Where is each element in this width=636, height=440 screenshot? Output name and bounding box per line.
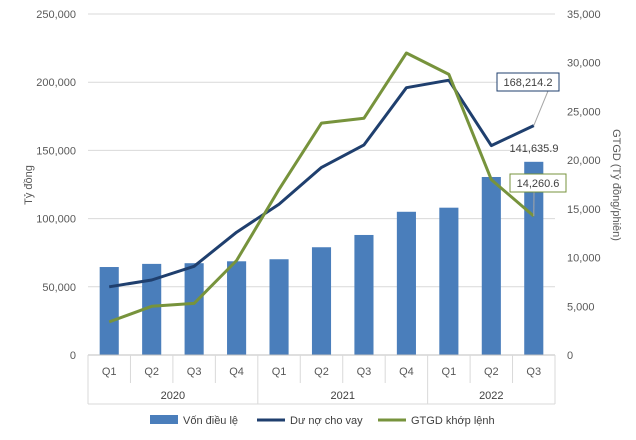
callout-leader — [533, 90, 549, 126]
bar-von-dieu-le — [99, 267, 119, 355]
right-tick-label: 20,000 — [567, 155, 601, 167]
line-series — [108, 51, 535, 324]
category-label: Q1 — [102, 366, 117, 378]
legend-swatch-von-dieu-le — [150, 415, 178, 424]
legend: Vốn điều lệ Dư nợ cho vay GTGD khớp lệnh — [150, 415, 495, 427]
category-label: Q3 — [357, 366, 372, 378]
category-label: Q2 — [484, 366, 499, 378]
right-tick-label: 35,000 — [567, 9, 601, 21]
data-callouts: 168,214.2 141,635.9 14,260.6 — [496, 72, 567, 217]
callout-label: 141,635.9 — [510, 143, 559, 155]
left-tick-label: 0 — [70, 350, 76, 362]
callout-box — [509, 173, 567, 193]
bar-von-dieu-le — [481, 176, 501, 355]
category-label: Q4 — [399, 366, 414, 378]
right-tick-label: 5,000 — [567, 301, 595, 313]
right-tick-label: 0 — [567, 350, 573, 362]
year-label: 2021 — [330, 390, 354, 402]
left-axis-ticks: 0 50,000 100,000 150,000 200,000 250,000 — [36, 9, 76, 362]
right-axis-ticks: 0 5,000 10,000 15,000 20,000 25,000 30,000 35,0… — [567, 9, 601, 362]
right-tick-label: 25,000 — [567, 106, 601, 118]
bar-von-dieu-le — [184, 263, 204, 355]
category-label: Q2 — [144, 366, 159, 378]
left-tick-label: 250,000 — [36, 9, 76, 21]
right-tick-label: 10,000 — [567, 253, 601, 265]
legend-label-gtgd-khop-lenh: GTGD khớp lệnh — [411, 415, 495, 427]
bar-von-dieu-le — [311, 247, 332, 355]
callout-label: 168,214.2 — [504, 77, 553, 89]
line-du-no-cho-vay — [108, 78, 535, 289]
category-label: Q1 — [272, 366, 287, 378]
left-tick-label: 50,000 — [42, 282, 76, 294]
bar-series — [99, 161, 544, 355]
left-axis-title: Tỷ đồng — [23, 165, 35, 205]
bar-von-dieu-le — [269, 259, 289, 355]
category-label: Q3 — [187, 366, 202, 378]
callout-box — [496, 72, 560, 92]
left-tick-label: 200,000 — [36, 77, 76, 89]
year-label: 2022 — [479, 390, 503, 402]
bar-von-dieu-le — [354, 234, 374, 355]
legend-label-du-no-cho-vay: Dư nợ cho vay — [290, 415, 363, 427]
category-label: Q1 — [442, 366, 457, 378]
legend-label-von-dieu-le: Vốn điều lệ — [183, 415, 238, 427]
left-tick-label: 150,000 — [36, 145, 76, 157]
category-label: Q3 — [526, 366, 541, 378]
axes — [87, 354, 556, 405]
bar-von-dieu-le — [396, 211, 416, 355]
category-label: Q4 — [229, 366, 244, 378]
right-tick-label: 30,000 — [567, 58, 601, 70]
right-axis-title: GTGD (Tỷ đồng/phiên) — [610, 129, 622, 241]
callout-label: 14,260.6 — [517, 178, 560, 190]
right-tick-label: 15,000 — [567, 204, 601, 216]
category-label: Q2 — [314, 366, 329, 378]
bar-von-dieu-le — [142, 263, 162, 355]
line-gtgd-khop-lenh — [108, 51, 535, 324]
year-label: 2020 — [161, 390, 185, 402]
left-tick-label: 100,000 — [36, 214, 76, 226]
bar-von-dieu-le — [227, 261, 247, 355]
gridlines — [88, 13, 555, 288]
bar-von-dieu-le — [439, 207, 459, 355]
